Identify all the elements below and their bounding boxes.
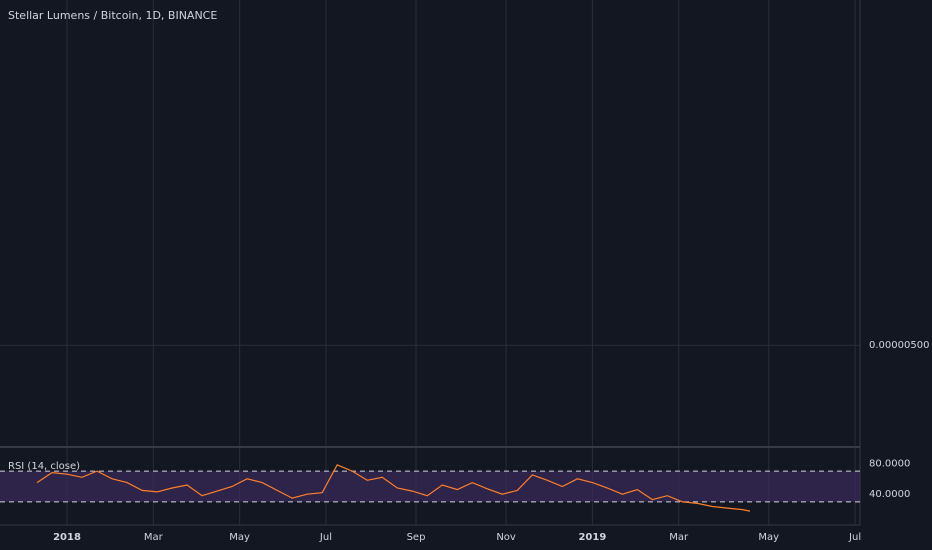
rsi-title: RSI (14, close) xyxy=(8,461,80,472)
rsi-band xyxy=(0,471,860,502)
time-tick-label: May xyxy=(758,532,779,543)
time-tick-label: Nov xyxy=(496,532,516,543)
rsi-tick-label: 80.0000 xyxy=(869,458,910,469)
time-tick-label: Jul xyxy=(319,532,332,543)
price-tick-label: 0.00000500 xyxy=(869,340,929,351)
rsi-line xyxy=(36,464,751,512)
time-tick-label: 2019 xyxy=(578,532,606,543)
time-tick-label: Mar xyxy=(669,532,689,543)
chart-title: Stellar Lumens / Bitcoin, 1D, BINANCE xyxy=(8,9,217,22)
time-tick-label: Mar xyxy=(144,532,164,543)
time-tick-label: Sep xyxy=(407,532,426,543)
time-tick-label: Jul xyxy=(848,532,861,543)
time-tick-label: 2018 xyxy=(53,532,81,543)
rsi-tick-label: 40.0000 xyxy=(869,489,910,500)
time-tick-label: May xyxy=(229,532,250,543)
